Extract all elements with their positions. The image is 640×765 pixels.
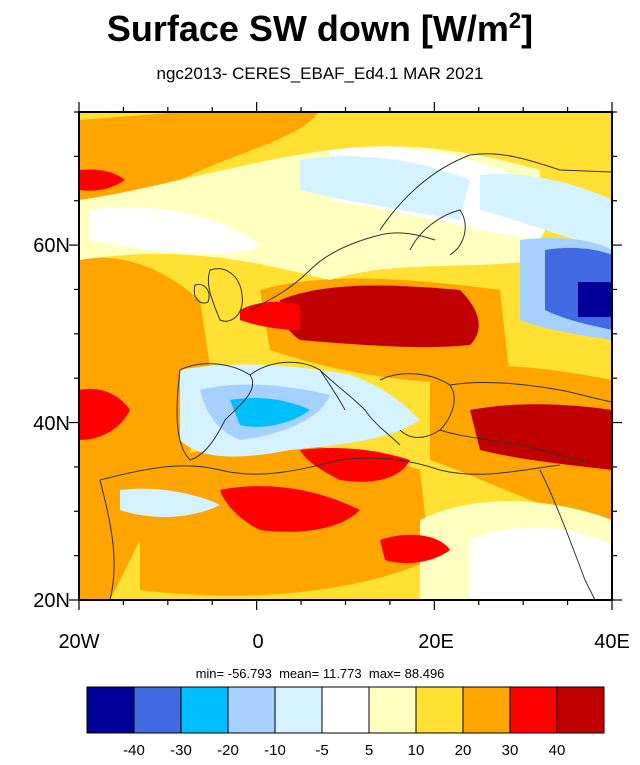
coastlines [99, 153, 612, 600]
lat-label-20n: 20N [33, 590, 70, 612]
lon-label-20w: 20W [58, 631, 99, 653]
lat-label-60n: 60N [33, 235, 70, 257]
colorbar-swatch [462, 686, 511, 734]
stat-max: 88.496 [404, 666, 445, 681]
stat-mean: 11.773 [322, 666, 362, 681]
lon-label-40e: 40E [594, 631, 630, 653]
colorbar-tick-label: -10 [264, 742, 286, 759]
colorbar-swatch [556, 686, 605, 734]
map-title: Surface SW down [W/m2] [106, 8, 534, 49]
lat-label-40n: 40N [33, 413, 70, 435]
colorbar-swatch [509, 686, 558, 734]
stats-line: min= -56.793 mean= 11.773 max= 88.496 [195, 666, 445, 681]
colorbar-tick-label: -40 [123, 742, 145, 759]
colorbar-tick-label: 5 [365, 742, 373, 759]
colorbar-tick-label: -20 [217, 742, 239, 759]
colorbar-swatch [86, 686, 135, 734]
colorbar-tick-label: 40 [549, 742, 566, 759]
stat-min: -56.793 [227, 666, 272, 681]
axis-ticks [69, 102, 622, 610]
colorbar-tick-label: -30 [170, 742, 192, 759]
lon-label-20e: 20E [418, 631, 454, 653]
colorbar-tick-label: -5 [315, 742, 328, 759]
colorbar-swatch [368, 686, 417, 734]
colorbar-tick-label: 10 [408, 742, 425, 759]
colorbar: -40 -30 -20 -10 -5 5 10 20 30 40 [86, 686, 605, 759]
colorbar-swatch [274, 686, 323, 734]
colorbar-tick-label: 30 [502, 742, 519, 759]
colorbar-swatch [180, 686, 229, 734]
map-subtitle: ngc2013- CERES_EBAF_Ed4.1 MAR 2021 [156, 64, 484, 83]
data-field [79, 112, 612, 600]
colorbar-tick-label: 20 [455, 742, 472, 759]
colorbar-swatch [415, 686, 464, 734]
colorbar-swatch [133, 686, 182, 734]
lon-label-0: 0 [252, 631, 263, 653]
colorbar-swatch [227, 686, 276, 734]
colorbar-swatch [321, 686, 370, 734]
